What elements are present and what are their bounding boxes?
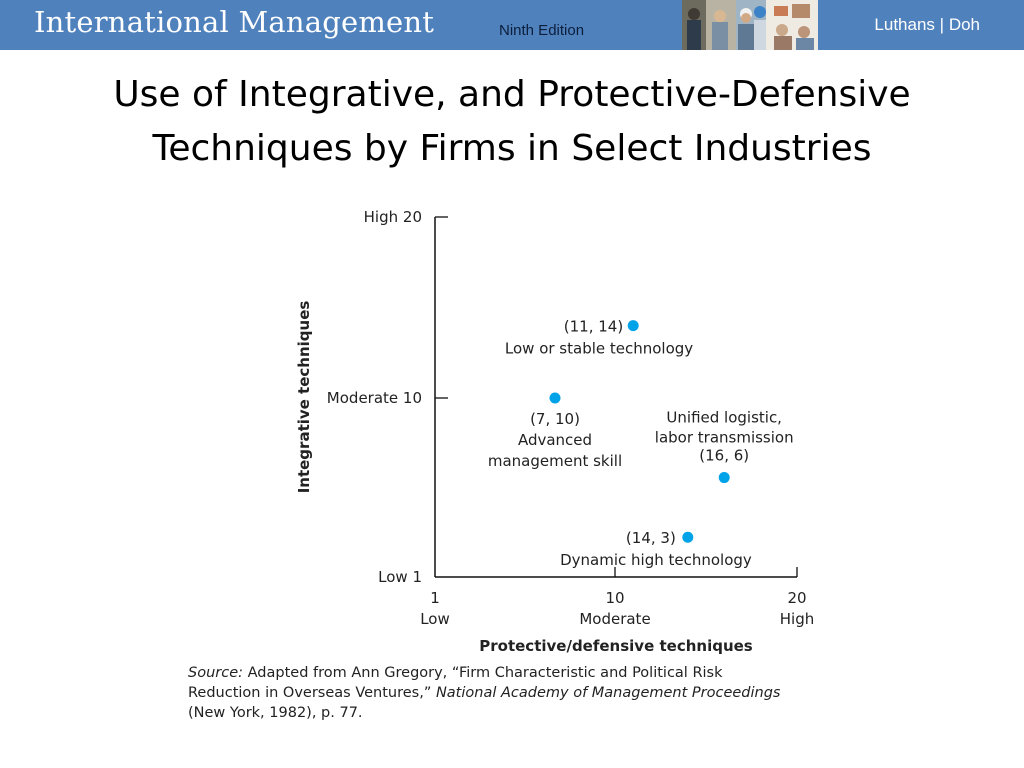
source-line1-text: Adapted from Ann Gregory, “Firm Characte…	[243, 665, 723, 681]
y-tick-label-10: Moderate 10	[327, 389, 422, 407]
x-tick-label-20: 20	[787, 589, 806, 607]
data-point-desc-16-6-1: Unified logistic,	[666, 409, 782, 427]
book-title: International Management	[34, 5, 434, 39]
slide-title: Use of Integrative, and Protective-Defen…	[62, 68, 962, 176]
data-point-desc-7-10-1: Advanced	[518, 431, 592, 449]
source-line3: (New York, 1982), p. 77.	[188, 705, 363, 721]
data-point-7-10	[549, 392, 561, 404]
slide-title-line1: Use of Integrative, and Protective-Defen…	[113, 74, 911, 115]
data-point-coords-7-10: (7, 10)	[530, 410, 580, 428]
y-axis-title: Integrative techniques	[295, 301, 313, 494]
data-point-coords-11-14: (11, 14)	[564, 318, 623, 336]
x-axis-title: Protective/defensive techniques	[479, 637, 753, 655]
book-title-part1: International	[34, 5, 230, 39]
data-point-desc-14-3-1: Dynamic high technology	[560, 551, 752, 569]
header-photo-collage	[682, 0, 818, 50]
data-point-coords-14-3: (14, 3)	[626, 529, 676, 547]
data-point-16-6	[718, 472, 730, 484]
book-title-part2: Management	[238, 5, 435, 39]
data-point-coords-16-6: (16, 6)	[699, 447, 749, 465]
edition-label: Ninth Edition	[499, 22, 585, 39]
x-tick-label-1: 1	[430, 589, 440, 607]
author-separator: |	[939, 15, 945, 34]
data-point-14-3	[682, 531, 694, 543]
slide-title-line2: Techniques by Firms in Select Industries	[152, 128, 872, 169]
x-tick-sublabel-1: Low	[420, 610, 450, 628]
data-point-11-14	[627, 320, 639, 332]
source-line2-text: Reduction in Overseas Ventures,”	[188, 685, 436, 701]
data-point-desc-16-6-2: labor transmission	[655, 429, 794, 447]
source-label: Source:	[188, 665, 244, 681]
x-tick-label-10: 10	[605, 589, 624, 607]
data-point-desc-7-10-2: management skill	[488, 452, 622, 470]
y-tick-label-20: High 20	[364, 208, 422, 226]
header-bar	[0, 0, 1024, 50]
data-point-desc-11-14-1: Low or stable technology	[505, 340, 693, 358]
y-tick-label-1: Low 1	[378, 568, 422, 586]
source-line2: Reduction in Overseas Ventures,” Nationa…	[188, 683, 888, 703]
x-tick-sublabel-10: Moderate	[579, 610, 650, 628]
authors: Luthans | Doh	[874, 15, 980, 35]
photo-collage-icon	[682, 0, 818, 50]
source-journal: National Academy of Management Proceedin…	[435, 685, 781, 701]
author-luthans: Luthans	[874, 15, 935, 34]
x-tick-sublabel-20: High	[780, 610, 814, 628]
source-line1: Source: Adapted from Ann Gregory, “Firm …	[188, 663, 888, 683]
author-doh: Doh	[948, 15, 980, 34]
source-citation: Source: Adapted from Ann Gregory, “Firm …	[188, 663, 888, 723]
